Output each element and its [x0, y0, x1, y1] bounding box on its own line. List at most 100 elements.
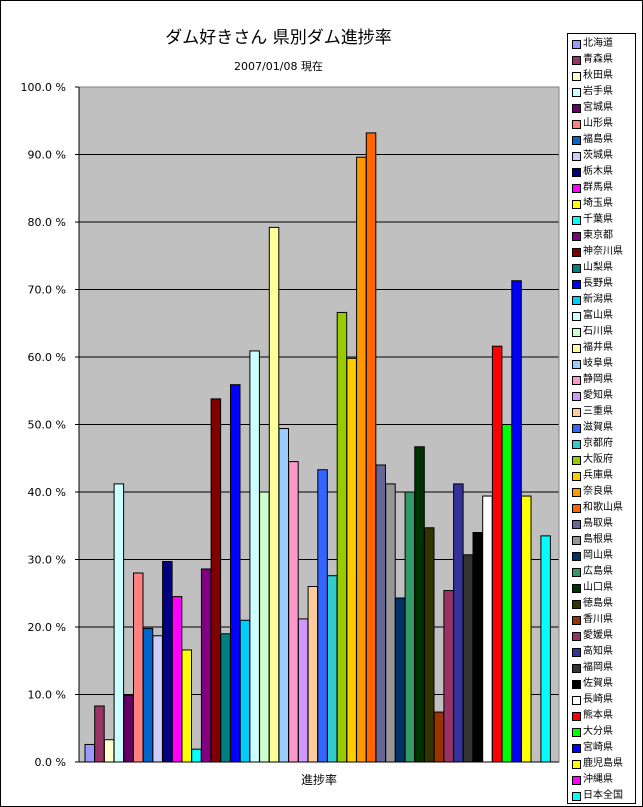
legend-swatch — [572, 440, 581, 449]
legend-swatch — [572, 568, 581, 577]
legend-label: 長野県 — [583, 278, 613, 289]
legend-label: 秋田県 — [583, 70, 613, 81]
legend-swatch — [572, 488, 581, 497]
legend-swatch — [572, 712, 581, 721]
legend-swatch — [572, 296, 581, 305]
legend-label: 新潟県 — [583, 294, 613, 305]
legend-swatch — [572, 328, 581, 337]
legend-label: 富山県 — [583, 310, 613, 321]
legend-label: 福井県 — [583, 342, 613, 353]
bar-3 — [103, 739, 115, 763]
legend-swatch — [572, 552, 581, 561]
legend-label: 三重県 — [583, 406, 613, 417]
legend-label: 長崎県 — [583, 694, 613, 705]
legend-swatch — [572, 760, 581, 769]
legend-swatch — [572, 584, 581, 593]
legend-label: 福岡県 — [583, 662, 613, 673]
legend-swatch — [572, 424, 581, 433]
legend-swatch — [572, 728, 581, 737]
legend-swatch — [572, 136, 581, 145]
legend-label: 日本全国 — [583, 790, 623, 801]
legend-swatch — [572, 456, 581, 465]
bar-44 — [501, 424, 513, 763]
bar-30 — [365, 132, 377, 763]
chart-subtitle: 2007/01/08 現在 — [234, 60, 323, 73]
legend-swatch — [572, 168, 581, 177]
y-tick-label: 100.0 % — [21, 81, 66, 94]
legend-label: 埼玉県 — [583, 198, 613, 209]
bar-15 — [220, 633, 231, 763]
bar-29 — [356, 156, 367, 763]
bar-42 — [482, 495, 493, 763]
legend-label: 島根県 — [583, 534, 613, 545]
bar-7 — [142, 627, 154, 763]
legend-swatch — [572, 520, 581, 529]
legend-label: 佐賀県 — [583, 678, 613, 689]
bar-34 — [404, 491, 416, 763]
legend-swatch — [572, 632, 581, 641]
legend-swatch — [572, 216, 581, 225]
legend-swatch — [572, 312, 581, 321]
bar-28 — [346, 357, 357, 763]
legend: 北海道 青森県 秋田県 岩手県 宮城県 山形県 福島県 茨城県 栃木県 群馬県 埼玉県 千葉県 東京都神… — [567, 33, 636, 804]
bar-4 — [113, 483, 125, 763]
legend-label: 山形県 — [583, 118, 613, 129]
legend-label: 京都府 — [583, 438, 613, 449]
legend-swatch — [572, 376, 581, 385]
legend-label: 北海道 — [583, 38, 613, 49]
bar-5 — [123, 694, 134, 763]
legend-label: 千葉県 — [583, 214, 613, 225]
bar-10 — [171, 596, 183, 763]
bar-16 — [230, 384, 241, 763]
legend-label: 岡山県 — [583, 550, 613, 561]
legend-label: 山口県 — [583, 582, 613, 593]
y-tick-label: 10.0 % — [28, 689, 66, 702]
legend-swatch — [572, 184, 581, 193]
legend-swatch — [572, 472, 581, 481]
legend-label: 高知県 — [583, 646, 613, 657]
legend-swatch — [572, 264, 581, 273]
bar-19 — [259, 491, 270, 763]
legend-label: 大阪府 — [583, 454, 613, 465]
legend-label: 栃木県 — [583, 166, 613, 177]
legend-swatch — [572, 408, 581, 417]
legend-swatch — [572, 792, 581, 801]
bar-8 — [152, 635, 163, 763]
bar-36 — [424, 527, 435, 763]
legend-label: 東京都 — [583, 230, 613, 241]
legend-label: 沖縄県 — [583, 774, 613, 785]
chart-title: ダム好きさん 県別ダム進捗率 — [165, 28, 392, 48]
legend-label: 岐阜県 — [583, 358, 613, 369]
bar-40 — [462, 554, 474, 763]
bar-13 — [200, 568, 212, 763]
legend-label: 奈良県 — [583, 486, 613, 497]
y-tick-label: 40.0 % — [28, 486, 66, 499]
legend-swatch — [572, 664, 581, 673]
legend-label: 宮城県 — [583, 102, 613, 113]
legend-swatch — [572, 744, 581, 753]
y-tick-label: 90.0 % — [28, 149, 66, 162]
bar-11 — [181, 649, 192, 763]
bar-18 — [249, 350, 260, 763]
legend-swatch — [572, 344, 581, 353]
legend-label: 山梨県 — [583, 262, 613, 273]
legend-label: 石川県 — [583, 326, 613, 337]
legend-swatch — [572, 232, 581, 241]
bar-39 — [453, 483, 464, 763]
legend-swatch — [572, 56, 581, 65]
y-tick-label: 50.0 % — [28, 419, 66, 432]
bar-1 — [84, 743, 95, 763]
bar-21 — [278, 428, 289, 763]
bar-37 — [433, 711, 445, 763]
legend-label: 愛知県 — [583, 390, 613, 401]
bar-41 — [472, 532, 483, 763]
legend-swatch — [572, 616, 581, 625]
legend-swatch — [572, 696, 581, 705]
bar-31 — [375, 464, 386, 763]
legend-swatch — [572, 680, 581, 689]
y-tick-label: 20.0 % — [28, 621, 66, 634]
bar-25 — [317, 469, 328, 763]
plot-area: 0.0 % 10.0 % 20.0 % 30.0 % 40.0 % 50.0 % 60.0 … — [21, 81, 560, 787]
y-tick-label: 70.0 % — [28, 284, 66, 297]
y-tick-label: 60.0 % — [28, 351, 66, 364]
